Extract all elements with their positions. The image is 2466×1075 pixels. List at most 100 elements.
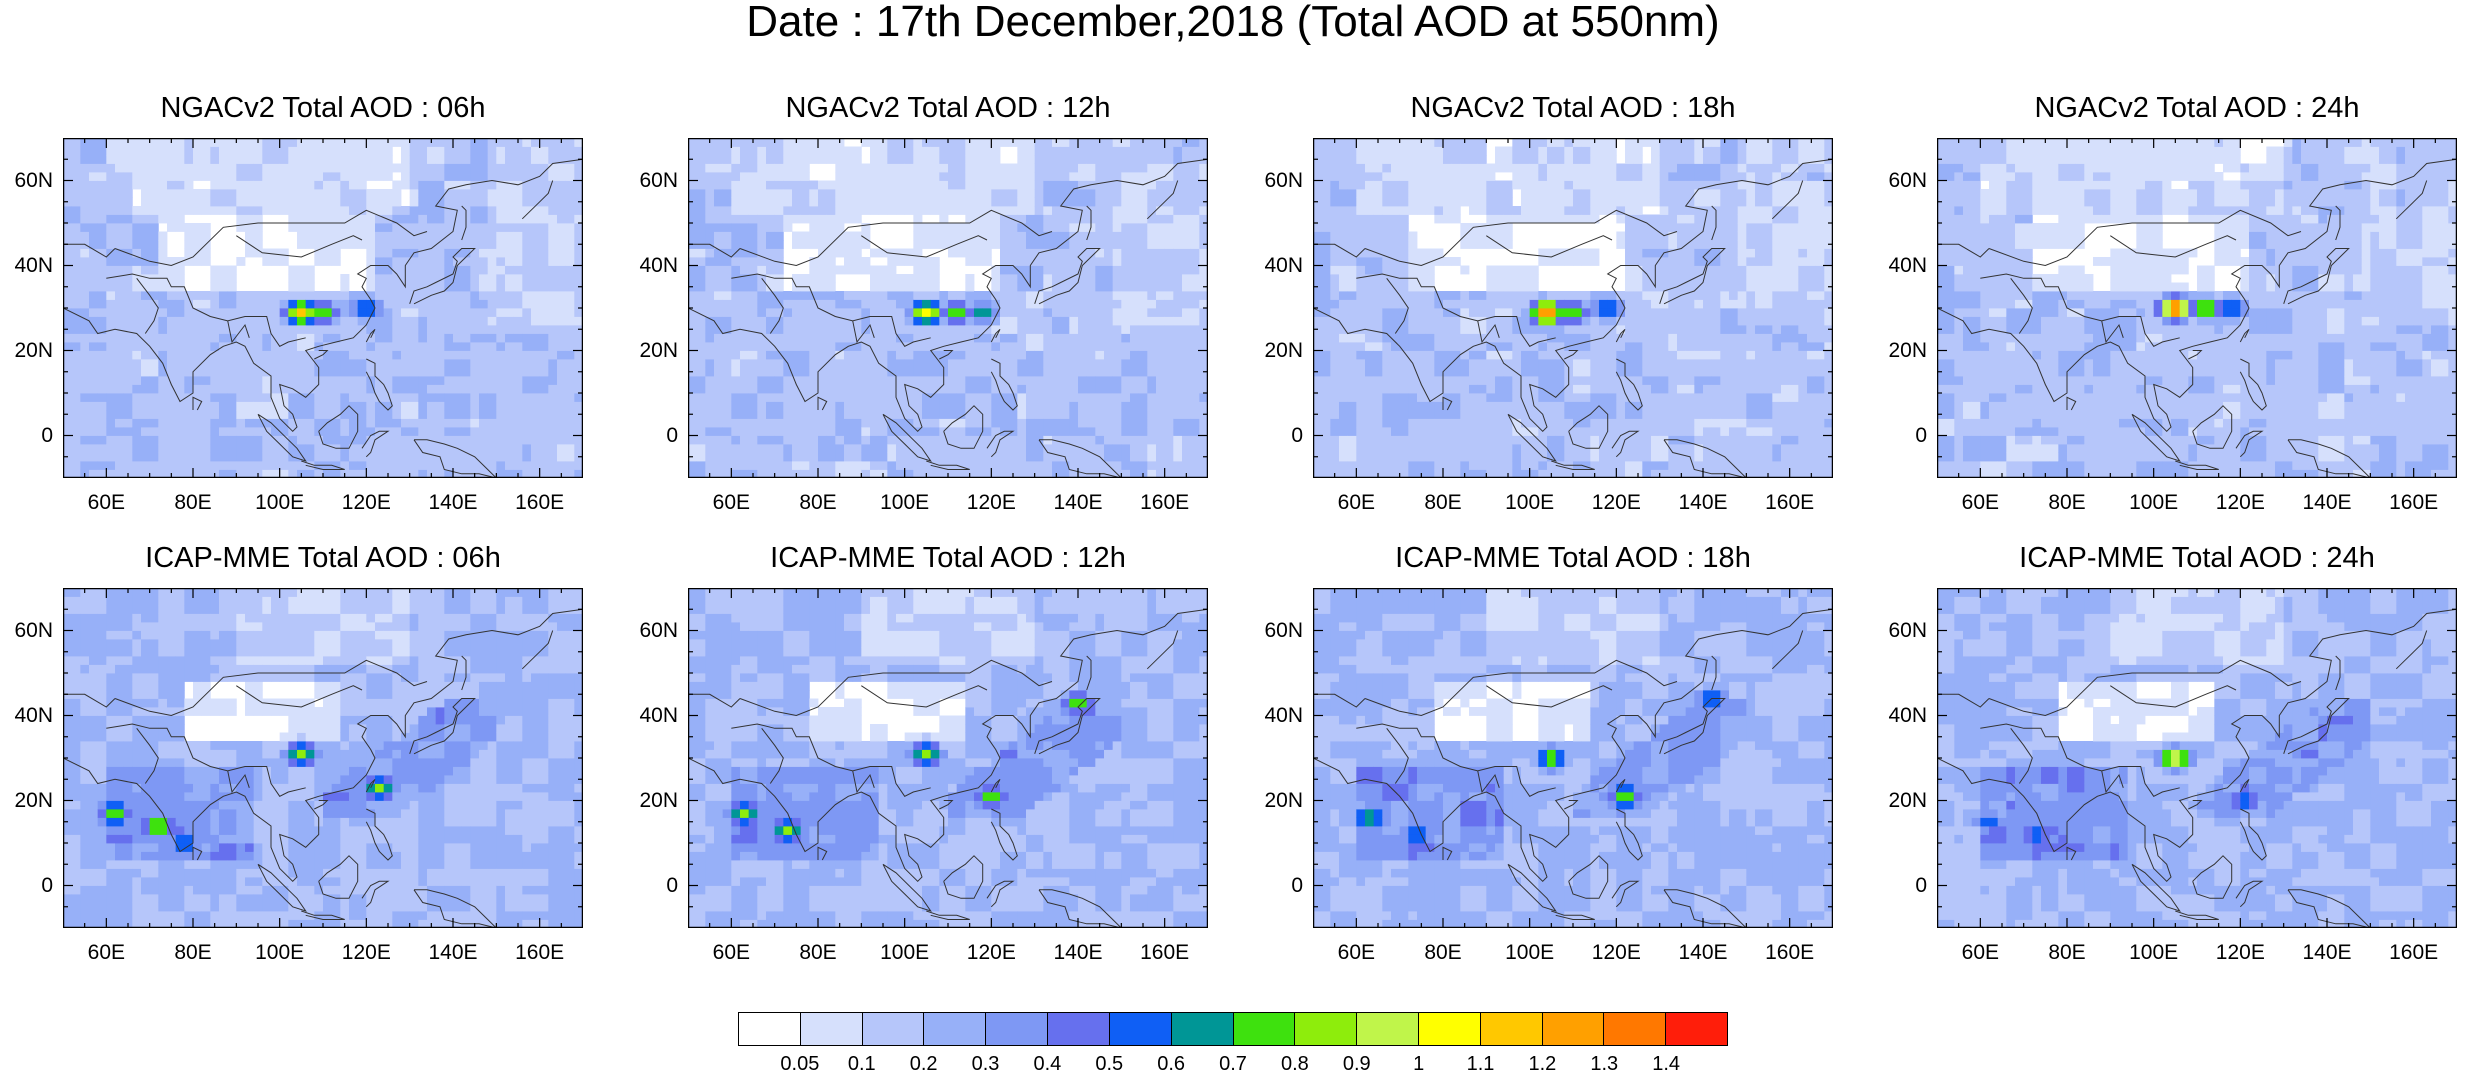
- aod-map: [1313, 588, 1833, 928]
- colorbar-label: 1.4: [1636, 1053, 1696, 1075]
- lon-tick-label: 80E: [2027, 942, 2107, 964]
- colorbar-swatch: [1295, 1013, 1357, 1045]
- lon-tick-label: 80E: [1403, 492, 1483, 514]
- colorbar-label: 1.2: [1512, 1053, 1572, 1075]
- lat-tick-label: 20N: [1233, 790, 1303, 812]
- panel-title: ICAP-MME Total AOD : 12h: [688, 543, 1208, 573]
- lon-tick-label: 80E: [1403, 942, 1483, 964]
- aod-map-panel: [1937, 138, 2457, 478]
- lon-tick-label: 160E: [500, 492, 580, 514]
- colorbar-swatch: [1357, 1013, 1419, 1045]
- lon-tick-label: 100E: [240, 942, 320, 964]
- panel-title: ICAP-MME Total AOD : 24h: [1937, 543, 2457, 573]
- lat-tick-label: 40N: [1233, 705, 1303, 727]
- lon-tick-label: 100E: [2114, 492, 2194, 514]
- lon-tick-label: 60E: [691, 492, 771, 514]
- aod-map-panel: [1313, 588, 1833, 928]
- lon-tick-label: 160E: [1750, 942, 1830, 964]
- lat-tick-label: 20N: [1233, 340, 1303, 362]
- lon-tick-label: 60E: [1316, 942, 1396, 964]
- figure-title: Date : 17th December,2018 (Total AOD at …: [0, 0, 2466, 44]
- colorbar-label: 1: [1389, 1053, 1449, 1075]
- lat-tick-label: 0: [1857, 875, 1927, 897]
- colorbar-swatch: [1666, 1013, 1727, 1045]
- lat-tick-label: 20N: [608, 340, 678, 362]
- lon-tick-label: 60E: [1940, 492, 2020, 514]
- aod-map-panel: [688, 138, 1208, 478]
- panel-title: NGACv2 Total AOD : 12h: [688, 93, 1208, 123]
- lat-tick-label: 20N: [1857, 340, 1927, 362]
- lat-tick-label: 0: [1857, 425, 1927, 447]
- lat-tick-label: 0: [1233, 875, 1303, 897]
- lon-tick-label: 80E: [2027, 492, 2107, 514]
- aod-map: [688, 138, 1208, 478]
- lon-tick-label: 140E: [2287, 492, 2367, 514]
- colorbar-swatch: [1604, 1013, 1666, 1045]
- lon-tick-label: 120E: [2200, 942, 2280, 964]
- aod-map-panel: [63, 138, 583, 478]
- lon-tick-label: 100E: [1490, 942, 1570, 964]
- lat-tick-label: 60N: [1857, 620, 1927, 642]
- colorbar-swatch: [863, 1013, 925, 1045]
- lon-tick-label: 140E: [413, 492, 493, 514]
- colorbar-label: 1.3: [1574, 1053, 1634, 1075]
- lon-tick-label: 100E: [1490, 492, 1570, 514]
- aod-map: [1937, 588, 2457, 928]
- aod-map: [1937, 138, 2457, 478]
- lat-tick-label: 40N: [1857, 255, 1927, 277]
- colorbar-label: 1.1: [1451, 1053, 1511, 1075]
- aod-map-panel: [63, 588, 583, 928]
- lon-tick-label: 140E: [1038, 492, 1118, 514]
- lat-tick-label: 20N: [608, 790, 678, 812]
- lon-tick-label: 160E: [1125, 492, 1205, 514]
- colorbar-swatch: [801, 1013, 863, 1045]
- lon-tick-label: 60E: [66, 492, 146, 514]
- lon-tick-label: 160E: [500, 942, 580, 964]
- colorbar-swatch: [1048, 1013, 1110, 1045]
- lon-tick-label: 120E: [326, 492, 406, 514]
- lon-tick-label: 80E: [153, 492, 233, 514]
- lat-tick-label: 20N: [0, 340, 53, 362]
- colorbar-swatch: [924, 1013, 986, 1045]
- panel-title: NGACv2 Total AOD : 06h: [63, 93, 583, 123]
- lon-tick-label: 120E: [326, 942, 406, 964]
- colorbar-label: 0.05: [770, 1053, 830, 1075]
- lat-tick-label: 0: [0, 875, 53, 897]
- colorbar-swatch: [739, 1013, 801, 1045]
- aod-map-panel: [688, 588, 1208, 928]
- aod-map: [63, 138, 583, 478]
- lon-tick-label: 160E: [1750, 492, 1830, 514]
- colorbar-label: 0.1: [832, 1053, 892, 1075]
- lon-tick-label: 80E: [778, 942, 858, 964]
- colorbar-label: 0.3: [956, 1053, 1016, 1075]
- panel-title: NGACv2 Total AOD : 18h: [1313, 93, 1833, 123]
- aod-colorbar: [738, 1012, 1728, 1046]
- panel-title: ICAP-MME Total AOD : 06h: [63, 543, 583, 573]
- lat-tick-label: 0: [608, 425, 678, 447]
- colorbar-swatch: [1543, 1013, 1605, 1045]
- lat-tick-label: 20N: [1857, 790, 1927, 812]
- colorbar-swatch: [1481, 1013, 1543, 1045]
- colorbar-label: 0.7: [1203, 1053, 1263, 1075]
- lat-tick-label: 60N: [608, 620, 678, 642]
- lon-tick-label: 120E: [1576, 942, 1656, 964]
- colorbar-swatch: [986, 1013, 1048, 1045]
- lon-tick-label: 60E: [1940, 942, 2020, 964]
- lon-tick-label: 100E: [865, 942, 945, 964]
- lat-tick-label: 40N: [0, 705, 53, 727]
- lat-tick-label: 60N: [0, 620, 53, 642]
- aod-map: [63, 588, 583, 928]
- lon-tick-label: 160E: [2374, 492, 2454, 514]
- lon-tick-label: 120E: [951, 942, 1031, 964]
- colorbar-label: 0.6: [1141, 1053, 1201, 1075]
- lat-tick-label: 0: [0, 425, 53, 447]
- lon-tick-label: 80E: [778, 492, 858, 514]
- aod-map: [1313, 138, 1833, 478]
- panel-title: NGACv2 Total AOD : 24h: [1937, 93, 2457, 123]
- aod-map-panel: [1313, 138, 1833, 478]
- colorbar-label: 0.2: [894, 1053, 954, 1075]
- lat-tick-label: 60N: [1233, 170, 1303, 192]
- lon-tick-label: 160E: [2374, 942, 2454, 964]
- colorbar-label: 0.8: [1265, 1053, 1325, 1075]
- colorbar-swatch: [1419, 1013, 1481, 1045]
